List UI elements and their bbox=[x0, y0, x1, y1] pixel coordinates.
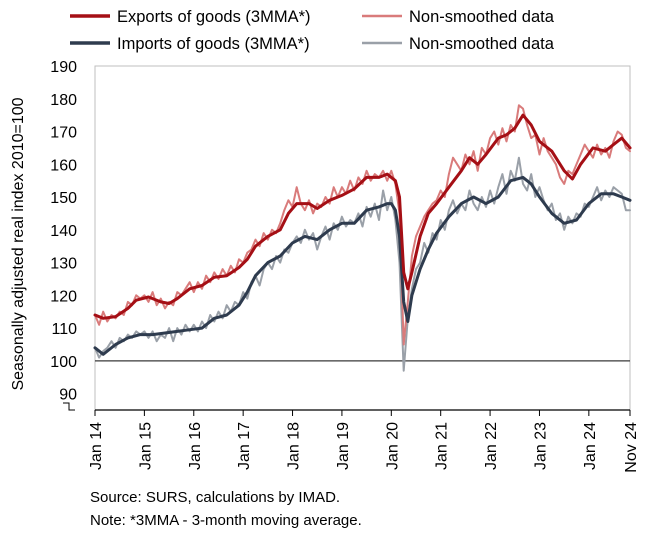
axes: 90 100 110 120 130 140 150 160 170 180 190 Seasonal… bbox=[10, 59, 640, 473]
y-tick-label: 160 bbox=[50, 157, 77, 174]
x-tick-label: Jan 16 bbox=[187, 422, 204, 470]
y-tick-label: 170 bbox=[50, 125, 77, 142]
legend-label-1: Non-smoothed data bbox=[409, 8, 555, 26]
series-line-3 bbox=[94, 156, 631, 372]
x-tick-label: Nov 24 bbox=[623, 422, 640, 473]
y-tick-label: 100 bbox=[50, 354, 77, 371]
legend-label-0: Exports of goods (3MMA*) bbox=[117, 8, 311, 26]
x-tick-label: Jan 15 bbox=[137, 422, 154, 470]
x-tick-label: Jan 24 bbox=[582, 422, 599, 470]
y-tick-label: 90 bbox=[59, 387, 77, 404]
series-line-1 bbox=[94, 104, 631, 346]
y-tick-label: 150 bbox=[50, 190, 77, 207]
x-tick-label: Jan 22 bbox=[483, 422, 500, 470]
legend: Exports of goods (3MMA*) Non-smoothed dat… bbox=[70, 8, 555, 53]
axis-break-marker bbox=[63, 402, 75, 411]
plot-border bbox=[94, 65, 631, 411]
x-tick-label: Jan 17 bbox=[236, 422, 253, 470]
y-tick-label: 120 bbox=[50, 288, 77, 305]
series-line-0 bbox=[93, 113, 632, 320]
series-layer bbox=[93, 104, 632, 372]
x-tick-label: Jan 18 bbox=[286, 422, 303, 470]
x-tick-label: Jan 21 bbox=[434, 422, 451, 470]
x-tick-label: Jan 14 bbox=[88, 422, 105, 470]
y-tick-label: 110 bbox=[51, 321, 77, 338]
legend-label-3: Non-smoothed data bbox=[409, 35, 555, 53]
x-tick-label: Jan 20 bbox=[384, 422, 401, 470]
x-tick-label: Jan 23 bbox=[532, 422, 549, 470]
y-tick-label: 190 bbox=[50, 59, 77, 76]
y-axis-title: Seasonally adjusted real index 2010=100 bbox=[10, 97, 27, 390]
legend-label-2: Imports of goods (3MMA*) bbox=[117, 35, 310, 53]
x-tick-label: Jan 19 bbox=[335, 422, 352, 470]
y-tick-label: 180 bbox=[50, 92, 77, 109]
y-tick-label: 130 bbox=[50, 256, 77, 273]
y-tick-label: 140 bbox=[50, 223, 77, 240]
source-note: Source: SURS, calculations by IMAD. bbox=[90, 489, 341, 506]
series-line-2 bbox=[93, 175, 632, 356]
footnote: Note: *3MMA - 3-month moving average. bbox=[90, 512, 362, 529]
